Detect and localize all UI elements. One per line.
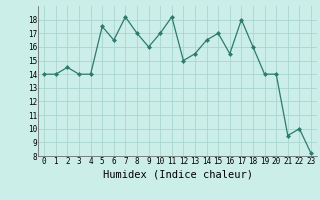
- X-axis label: Humidex (Indice chaleur): Humidex (Indice chaleur): [103, 169, 252, 179]
